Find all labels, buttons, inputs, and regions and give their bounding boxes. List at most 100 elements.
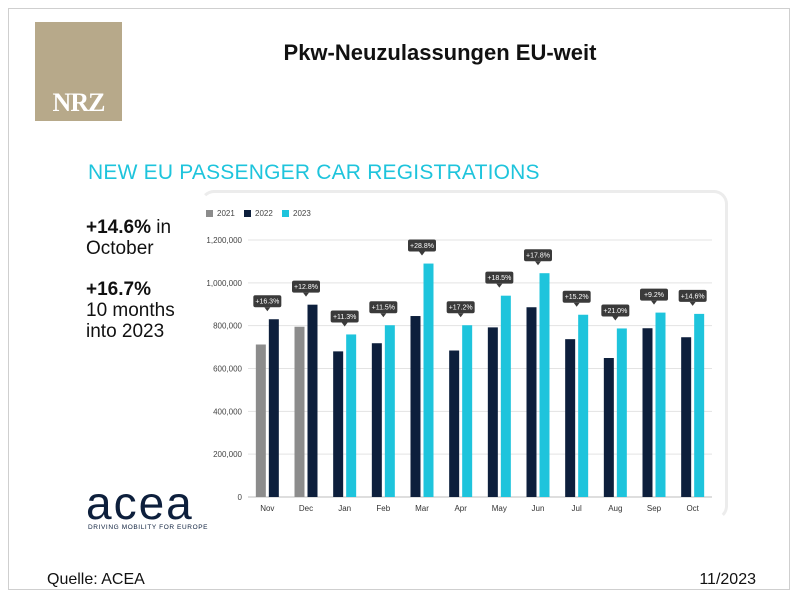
- x-tick-label: Apr: [454, 504, 467, 513]
- x-tick-label: Mar: [415, 504, 429, 513]
- growth-label-box: [678, 289, 707, 302]
- x-tick-label: Jun: [532, 504, 545, 513]
- x-tick-label: Aug: [608, 504, 622, 513]
- bar-2023-aug: [616, 328, 627, 497]
- bar-2023-jul: [578, 314, 589, 497]
- growth-label-text: +11.5%: [372, 305, 395, 312]
- growth-label-sep: +9.2%: [640, 288, 668, 305]
- legend-label: 2023: [293, 209, 311, 218]
- y-tick-label: 800,000: [213, 322, 242, 331]
- growth-label-text: +9.2%: [644, 292, 664, 299]
- growth-label-jun: +17.8%: [524, 249, 552, 266]
- y-tick-label: 600,000: [213, 365, 242, 374]
- growth-label-box: [524, 249, 552, 262]
- bar-2022-feb: [371, 343, 382, 497]
- legend-label: 2021: [217, 209, 235, 218]
- growth-label-pointer: [535, 261, 541, 266]
- stat-ten-months: +16.7% 10 months into 2023: [86, 279, 175, 342]
- growth-label-aug: +21.0%: [601, 304, 630, 321]
- x-tick-label: Dec: [299, 504, 313, 513]
- stat-ten-months-label1: 10 months: [86, 300, 175, 321]
- growth-label-box: [408, 239, 436, 252]
- bar-2022-oct: [681, 337, 692, 497]
- growth-label-may: +18.5%: [485, 271, 514, 288]
- y-tick-label: 0: [238, 493, 243, 502]
- bar-2022-aug: [603, 358, 614, 497]
- bar-2022-jul: [565, 339, 576, 497]
- y-tick-label: 1,200,000: [206, 236, 242, 245]
- bar-2023-oct: [694, 313, 705, 497]
- bar-2022-nov: [268, 319, 279, 497]
- bar-2021-nov: [255, 344, 266, 497]
- growth-label-pointer: [341, 322, 348, 327]
- growth-label-pointer: [612, 316, 619, 321]
- growth-label-text: +16.3%: [255, 299, 279, 306]
- legend-item-2023: 2023: [282, 209, 311, 218]
- growth-label-text: +18.5%: [487, 275, 511, 282]
- growth-label-box: [369, 301, 398, 314]
- x-tick-label: May: [492, 504, 507, 513]
- growth-label-text: +11.3%: [333, 314, 356, 321]
- legend-swatch: [244, 210, 251, 217]
- legend-item-2022: 2022: [244, 209, 273, 218]
- growth-label-box: [292, 280, 320, 293]
- legend-swatch: [206, 210, 213, 217]
- bar-2023-jan: [346, 334, 357, 497]
- growth-label-box: [640, 288, 668, 301]
- nrz-logo-text: NRZ: [52, 88, 106, 117]
- bar-2023-sep: [655, 312, 666, 497]
- x-tick-label: Feb: [376, 504, 390, 513]
- bar-2022-jun: [526, 307, 537, 497]
- growth-label-pointer: [457, 313, 464, 318]
- chart-card: [200, 190, 728, 520]
- y-tick-label: 1,000,000: [206, 279, 242, 288]
- bar-2022-dec: [307, 304, 318, 497]
- growth-label-box: [253, 295, 282, 308]
- chart-heading: NEW EU PASSENGER CAR REGISTRATIONS: [88, 161, 540, 184]
- growth-label-text: +17.8%: [526, 253, 550, 260]
- stat-ten-months-label2: into 2023: [86, 321, 165, 342]
- x-tick-label: Nov: [260, 504, 274, 513]
- growth-label-box: [485, 271, 514, 284]
- acea-tagline: DRIVING MOBILITY FOR EUROPE: [88, 524, 209, 531]
- growth-labels: +16.3% +12.8% +11.3% +11.5% +28.8% +17.2% +18.…: [253, 239, 707, 327]
- growth-label-text: +15.2%: [565, 294, 589, 301]
- legend-swatch: [282, 210, 289, 217]
- page-title: Pkw-Neuzulassungen EU-weit: [283, 40, 597, 65]
- x-tick-label: Jul: [572, 504, 582, 513]
- x-tick-label: Sep: [647, 504, 662, 513]
- growth-label-box: [601, 304, 630, 317]
- grid-lines: [248, 239, 712, 498]
- x-tick-label: Oct: [686, 504, 699, 513]
- footer-source: Quelle: ACEA: [47, 571, 145, 588]
- growth-label-mar: +28.8%: [408, 239, 436, 256]
- bar-2022-mar: [410, 316, 421, 497]
- growth-label-dec: +12.8%: [292, 280, 320, 297]
- y-tick-label: 200,000: [213, 450, 242, 459]
- slide-frame: [8, 8, 790, 590]
- bar-2022-jan: [333, 351, 344, 497]
- nrz-logo: NRZ: [35, 22, 122, 121]
- bars: [255, 263, 705, 497]
- legend-label: 2022: [255, 209, 273, 218]
- growth-label-box: [562, 290, 591, 303]
- growth-label-pointer: [573, 302, 580, 307]
- growth-label-pointer: [380, 313, 387, 318]
- bar-2022-apr: [449, 350, 460, 497]
- bar-2021-dec: [294, 326, 305, 497]
- x-tick-label: Jan: [338, 504, 351, 513]
- bar-2023-mar: [423, 263, 434, 497]
- growth-label-nov: +16.3%: [253, 295, 282, 312]
- growth-label-pointer: [419, 251, 425, 256]
- stat-ten-months-value: +16.7%: [86, 279, 151, 300]
- growth-label-jul: +15.2%: [562, 290, 591, 307]
- y-tick-label: 400,000: [213, 407, 242, 416]
- stat-october-label: October: [86, 238, 154, 259]
- bar-2022-sep: [642, 328, 653, 497]
- growth-label-feb: +11.5%: [369, 301, 398, 318]
- bar-2023-apr: [462, 325, 473, 497]
- growth-label-box: [446, 301, 475, 314]
- growth-label-apr: +17.2%: [446, 301, 475, 318]
- growth-label-pointer: [303, 292, 309, 297]
